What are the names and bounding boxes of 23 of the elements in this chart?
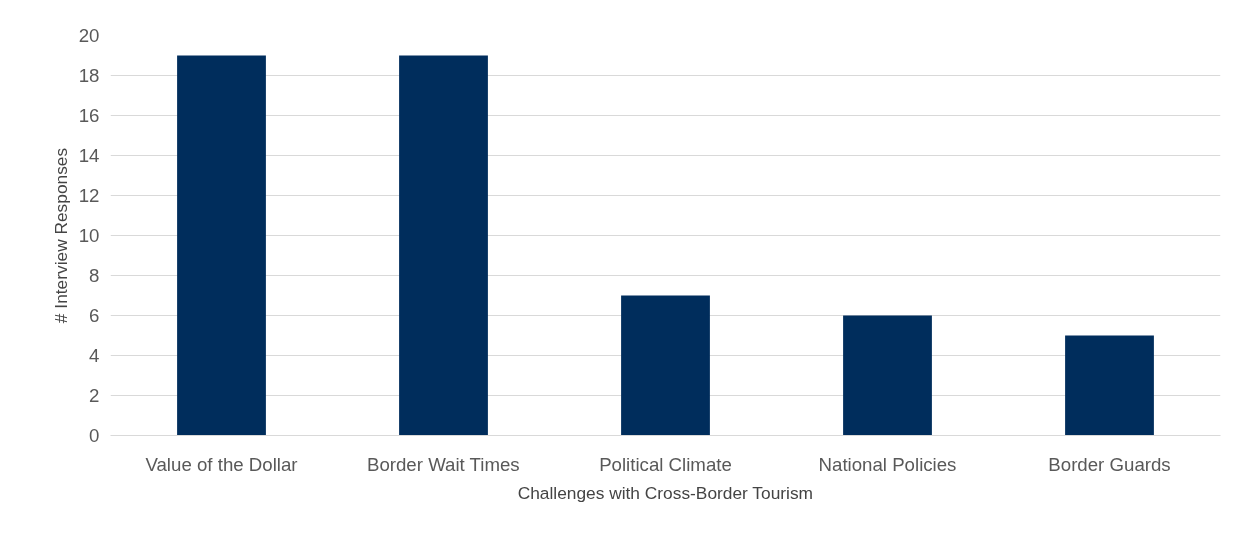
y-tick-label: 0 (89, 425, 100, 446)
bar (399, 55, 488, 436)
y-tick-label: 12 (78, 185, 100, 206)
x-axis-title: Challenges with Cross-Border Tourism (517, 482, 814, 503)
bar (621, 295, 710, 436)
y-tick-label: 2 (89, 385, 100, 406)
x-tick-label: Border Guards (1048, 453, 1171, 475)
bar (843, 315, 932, 436)
y-tick-label: 16 (78, 105, 100, 126)
y-tick-label: 10 (78, 225, 100, 246)
y-tick-label: 14 (78, 145, 100, 166)
x-tick-label: Border Wait Times (366, 453, 520, 475)
y-tick-label: 18 (78, 65, 100, 86)
x-tick-label: Political Climate (599, 453, 732, 475)
y-tick-label: 20 (78, 25, 100, 46)
y-tick-label: 8 (89, 265, 100, 286)
bar (1065, 335, 1154, 436)
x-tick-label: National Policies (818, 453, 957, 475)
y-tick-label: 4 (89, 345, 100, 366)
y-axis-title: # Interview Responses (50, 147, 71, 324)
bar (177, 55, 266, 436)
x-tick-label: Value of the Dollar (145, 453, 298, 475)
y-tick-label: 6 (89, 305, 100, 326)
